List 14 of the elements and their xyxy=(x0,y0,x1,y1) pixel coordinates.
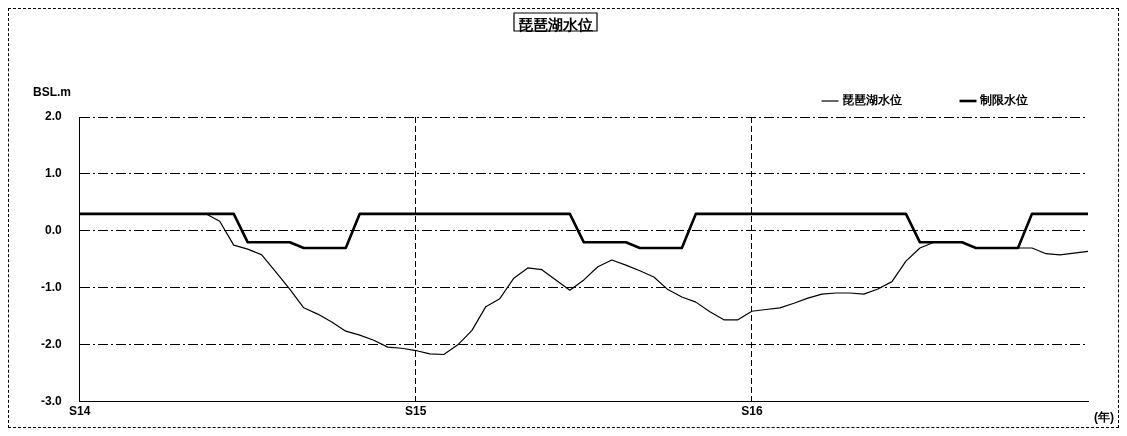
chart-title: 琵琶湖水位 xyxy=(518,16,593,34)
y-tick-label: -2.0 xyxy=(40,337,62,352)
y-tick-label: -3.0 xyxy=(40,394,62,409)
legend-label: 制限水位 xyxy=(979,93,1028,108)
x-axis-title: (年) xyxy=(1094,410,1114,425)
y-axis-title: BSL.m xyxy=(33,85,72,100)
y-tick-label: 1.0 xyxy=(44,166,62,181)
y-tick-label: -1.0 xyxy=(40,280,62,295)
y-tick-label: 2.0 xyxy=(44,109,62,124)
legend-label: 琵琶湖水位 xyxy=(842,93,902,108)
x-tick-label: S16 xyxy=(741,404,763,419)
y-tick-label: 0.0 xyxy=(44,223,62,238)
x-tick-label: S15 xyxy=(405,404,427,419)
x-tick-label: S14 xyxy=(69,404,91,419)
